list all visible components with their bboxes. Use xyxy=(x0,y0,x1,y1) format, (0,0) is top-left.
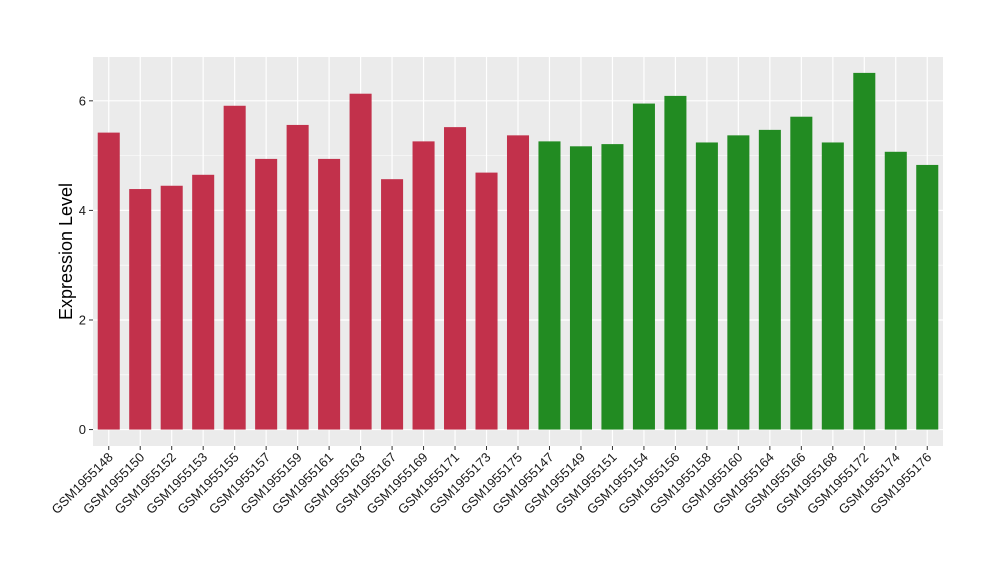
y-tick-label: 6 xyxy=(79,93,86,108)
bar xyxy=(695,142,718,430)
y-tick-label: 2 xyxy=(79,312,86,327)
bar xyxy=(349,93,372,430)
bar xyxy=(601,144,624,430)
bar xyxy=(381,179,404,430)
bar xyxy=(255,158,278,430)
y-tick-label: 0 xyxy=(79,422,86,437)
bars xyxy=(97,72,939,430)
bar xyxy=(160,185,183,430)
bar xyxy=(884,151,907,430)
bar xyxy=(664,95,687,430)
bar xyxy=(475,172,498,430)
bar xyxy=(853,72,876,430)
bar xyxy=(727,135,750,430)
bar xyxy=(129,189,152,430)
bar xyxy=(916,164,939,430)
bar xyxy=(444,127,467,430)
bar xyxy=(223,105,246,430)
bar xyxy=(538,141,561,430)
y-axis: 0 2 4 6 xyxy=(79,93,93,437)
bar xyxy=(758,129,781,430)
bar xyxy=(192,174,215,430)
y-axis-title: Expression Level xyxy=(56,183,76,320)
bar xyxy=(569,146,592,430)
x-axis: GSM1955148GSM1955150GSM1955152GSM1955153… xyxy=(49,446,934,517)
bar xyxy=(97,132,120,430)
bar xyxy=(632,103,655,430)
bar xyxy=(821,142,844,430)
bar xyxy=(286,124,309,430)
bar xyxy=(412,141,435,430)
bar xyxy=(318,158,341,430)
bar xyxy=(506,135,530,430)
bar xyxy=(790,116,813,430)
y-tick-label: 4 xyxy=(79,203,86,218)
